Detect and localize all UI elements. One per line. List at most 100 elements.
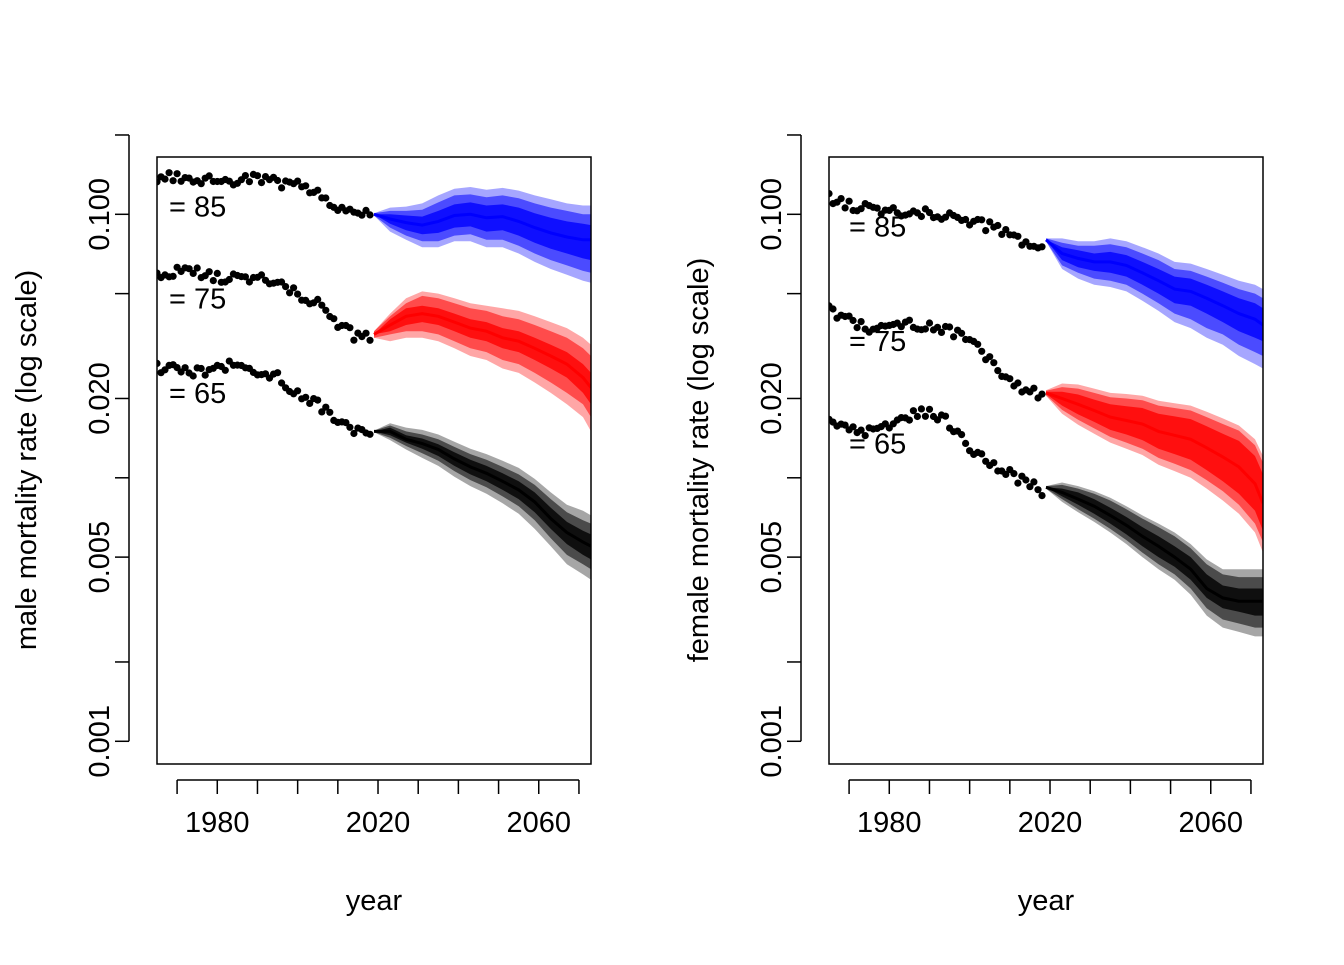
right-black-observed-point [1002, 470, 1010, 478]
right-black-observed-point [1014, 479, 1022, 487]
left-red-forecast-band-2 [374, 295, 591, 418]
right-blue-observed-point [994, 221, 1002, 230]
right-red-observed-point [990, 359, 998, 367]
right-y-axis-label: female mortality rate (log scale) [683, 258, 715, 663]
right-y-tick-label: 0.005 [756, 521, 788, 594]
right-blue-observed-point [873, 204, 881, 212]
left-red-observed-point [209, 277, 217, 285]
right-black-observed-point [941, 412, 950, 420]
left-red-observed-point [346, 324, 354, 332]
left-series-label-blue: = 85 [169, 192, 226, 224]
right-black-observed-point [1010, 470, 1018, 478]
right-black-observed-point [1026, 483, 1034, 491]
left-blue-observed-point [274, 176, 282, 185]
left-panel: 1980 2020 2060 0.001 0.005 0.020 0.100 = 85 = 7… [11, 134, 592, 917]
right-red-observed-point [849, 316, 857, 325]
right-blue-observed-point [986, 218, 994, 226]
left-y-tick-label: 0.100 [84, 178, 116, 251]
right-red-observed-point [958, 329, 966, 337]
right-y-tick-label: 0.020 [756, 362, 788, 435]
left-y-tick-label: 0.020 [84, 362, 116, 435]
right-red-observed-point [950, 333, 958, 341]
left-red-observed-point [294, 290, 302, 298]
right-blue-observed-point [845, 197, 853, 205]
left-black-observed-point [322, 403, 330, 411]
left-blue-observed-point [366, 211, 374, 219]
right-blue-forecast-median [1045, 238, 1263, 327]
left-black-observed-point [221, 366, 229, 374]
right-red-forecast-band-2 [1046, 387, 1263, 543]
left-red-observed-point [225, 275, 233, 284]
left-blue-observed-point [169, 177, 177, 185]
left-axes: 1980 2020 2060 0.001 0.005 0.020 0.100 [84, 134, 580, 839]
right-black-observed-point [925, 405, 934, 413]
left-black-observed-point [197, 364, 205, 373]
right-black-observed-point [909, 407, 918, 415]
right-blue-forecast-band-3 [1046, 239, 1263, 342]
right-red-observed-point [1030, 384, 1038, 392]
left-red-forecast-median [373, 312, 591, 389]
right-black-observed-point [990, 459, 998, 467]
right-red-observed-point [1038, 390, 1046, 398]
right-y-tick-label: 0.001 [756, 705, 788, 778]
right-series-label-blue: = 85 [849, 211, 906, 243]
left-black-observed-point [326, 408, 334, 416]
left-black-observed-point [314, 396, 322, 404]
left-red-observed-point [330, 315, 338, 323]
right-blue-observed-point [837, 195, 845, 203]
left-black-observed-point [306, 399, 314, 407]
left-red-observed-point [362, 329, 370, 337]
right-blue-observed-point [998, 230, 1006, 238]
left-red-observed-point [314, 295, 322, 303]
left-black-observed-point [278, 379, 286, 387]
right-blue-observed-point [1038, 243, 1046, 251]
right-x-tick-label: 2020 [1018, 807, 1083, 839]
right-series-labels: = 85 = 75 = 65 [849, 211, 906, 460]
right-black-observed-point [958, 431, 966, 439]
right-red-forecast-median [1045, 391, 1263, 504]
left-black-observed-point [157, 359, 161, 367]
left-x-tick-label: 2020 [346, 807, 411, 839]
right-axes: 1980 2020 2060 0.001 0.005 0.020 0.100 [756, 134, 1252, 839]
left-blue-observed-point [245, 178, 253, 186]
left-blue-observed-point [161, 175, 169, 183]
left-blue-observed-point [241, 172, 249, 180]
right-panel: 1980 2020 2060 0.001 0.005 0.020 0.100 = 85 = 7… [683, 134, 1264, 917]
right-red-observed-point [1014, 379, 1022, 387]
right-black-observed-points [829, 405, 1046, 500]
right-red-observed-point [857, 318, 865, 326]
left-red-observed-point [185, 265, 193, 273]
right-series-label-red: = 75 [849, 326, 906, 358]
right-y-tick-label: 0.100 [756, 178, 788, 251]
right-black-observed-point [841, 421, 849, 429]
left-red-observed-point [322, 306, 330, 314]
right-red-observed-point [978, 347, 986, 355]
left-blue-observed-point [205, 172, 213, 180]
left-red-observed-point [350, 336, 358, 344]
right-blue-observed-point [962, 215, 970, 224]
left-blue-observed-point [165, 169, 173, 177]
right-black-observed-point [1034, 486, 1042, 494]
left-plot-frame [156, 156, 592, 765]
right-black-observed-point [921, 412, 930, 420]
right-blue-observed-point [889, 204, 897, 212]
right-red-observed-point [1006, 375, 1014, 383]
right-red-observed-point [921, 325, 930, 333]
right-black-observed-point [913, 412, 922, 421]
right-blue-observed-point [841, 204, 849, 212]
left-blue-observed-point [278, 184, 286, 192]
left-blue-observed-point [253, 172, 262, 180]
left-black-observed-points [157, 357, 374, 438]
left-x-tick-label: 1980 [185, 807, 250, 839]
left-black-observed-point [366, 430, 374, 438]
left-y-tick-label: 0.005 [84, 521, 116, 594]
left-red-observed-point [205, 268, 213, 276]
right-x-tick-label: 1980 [857, 807, 922, 839]
right-red-observed-point [974, 340, 982, 348]
left-plot-area [157, 169, 591, 580]
left-blue-observed-point [197, 180, 205, 188]
left-red-observed-point [257, 271, 266, 279]
right-black-observed-point [849, 423, 857, 431]
right-red-observed-point [905, 316, 914, 324]
